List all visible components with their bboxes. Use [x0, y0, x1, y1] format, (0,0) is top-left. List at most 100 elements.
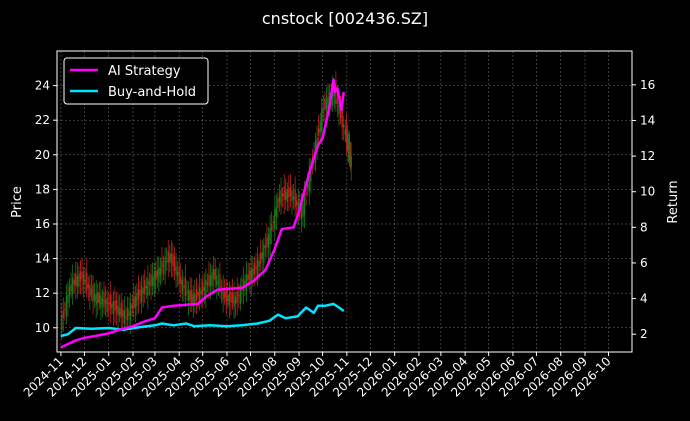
- price-candle-body: [234, 297, 237, 304]
- ai-strategy-line: [60, 78, 345, 349]
- price-candle-body: [151, 276, 154, 287]
- price-candle-body: [269, 227, 271, 245]
- price-candle-body: [101, 298, 104, 305]
- price-candle-body: [108, 302, 110, 305]
- price-candle-body: [97, 291, 99, 303]
- price-candle-body: [78, 274, 80, 287]
- price-candle-body: [212, 269, 215, 279]
- price-candle-body: [191, 289, 193, 305]
- price-candle-body: [194, 293, 196, 305]
- price-candle-body: [187, 289, 190, 302]
- price-candle-body: [250, 269, 252, 283]
- price-candle-body: [319, 120, 321, 133]
- price-candle-body: [333, 91, 336, 97]
- price-candle-body: [205, 279, 207, 297]
- price-candle-body: [259, 252, 262, 264]
- price-candle-body: [228, 293, 231, 306]
- price-candle-body: [294, 189, 296, 208]
- price-candle-body: [134, 295, 137, 309]
- price-candle-body: [125, 316, 127, 318]
- price-candle-body: [208, 274, 210, 286]
- price-candle-body: [292, 196, 295, 200]
- price-candle-body: [272, 221, 274, 223]
- plot-frame: [56, 50, 633, 353]
- price-candle-body: [123, 310, 126, 324]
- y-left-tick-label: 10: [35, 321, 50, 335]
- price-candle-body: [274, 208, 276, 229]
- price-candle-body: [241, 288, 243, 291]
- y-left-tick-label: 12: [35, 286, 50, 300]
- price-candle-body: [137, 288, 140, 300]
- price-candle-body: [244, 280, 246, 289]
- price-candle-body: [200, 290, 202, 295]
- price-candle-body: [233, 294, 235, 308]
- price-candle-body: [131, 304, 133, 308]
- price-candle-body: [202, 281, 204, 296]
- y-right-tick-label: 10: [640, 185, 655, 199]
- price-candle-body: [270, 224, 273, 231]
- price-candle-body: [306, 184, 309, 189]
- price-candle-body: [175, 266, 177, 275]
- price-candle-body: [115, 299, 118, 313]
- price-candle-body: [197, 291, 199, 297]
- price-candle-body: [332, 89, 334, 106]
- price-candle-body: [297, 201, 299, 215]
- price-candle-body: [339, 107, 342, 119]
- price-candle-body: [349, 153, 352, 159]
- price-candle-body: [203, 286, 205, 291]
- price-candle-body: [129, 303, 132, 321]
- price-candle-body: [92, 284, 94, 303]
- price-candle-body: [280, 190, 282, 206]
- price-candle-body: [303, 193, 306, 215]
- price-candle-body: [133, 297, 135, 308]
- price-candle-body: [158, 267, 160, 283]
- y-right-tick-label: 14: [640, 113, 655, 127]
- price-candle-body: [98, 292, 101, 304]
- price-candle-body: [296, 200, 298, 206]
- price-candle-body: [145, 286, 148, 289]
- y-axis-right-label: Return: [666, 180, 681, 223]
- price-candle-body: [159, 267, 162, 276]
- price-candle-body: [286, 189, 289, 202]
- price-candle-body: [217, 282, 220, 284]
- price-candle-body: [75, 273, 77, 286]
- price-candle-body: [82, 273, 85, 285]
- price-candle-body: [327, 96, 329, 109]
- y-right-tick-label: 2: [640, 327, 648, 341]
- price-candle-body: [64, 309, 66, 311]
- price-candle-body: [87, 284, 90, 288]
- price-series: [61, 71, 352, 340]
- price-candle-body: [277, 198, 279, 208]
- y-left-tick-label: 20: [35, 148, 50, 162]
- price-candle-body: [122, 309, 124, 317]
- y-right-tick-label: 12: [640, 149, 655, 163]
- price-candle-body: [238, 295, 240, 297]
- price-candle-body: [192, 294, 195, 307]
- price-candle-body: [184, 278, 187, 296]
- price-candle-body: [161, 260, 163, 274]
- price-candle-body: [186, 291, 188, 293]
- price-candle-body: [300, 201, 303, 220]
- price-candle-body: [173, 256, 176, 272]
- price-candle-body: [68, 286, 71, 296]
- price-candle-body: [252, 268, 254, 279]
- price-candle-body: [142, 288, 144, 294]
- price-candle-body: [62, 310, 64, 318]
- price-candle-body: [227, 295, 229, 302]
- price-candle-body: [106, 297, 108, 313]
- price-candle-body: [76, 276, 79, 287]
- price-candle-body: [336, 99, 339, 104]
- price-candle-body: [181, 279, 184, 293]
- y-axis-left-label: Price: [10, 186, 25, 218]
- return-series: [60, 78, 345, 349]
- price-candle-body: [90, 288, 93, 295]
- price-candle-body: [346, 132, 348, 146]
- price-candle-body: [136, 292, 138, 307]
- y-right-tick-label: 6: [640, 256, 648, 270]
- price-candle-body: [169, 252, 171, 262]
- price-candle-body: [258, 261, 260, 267]
- price-candle-body: [230, 291, 232, 303]
- price-candle-body: [89, 285, 91, 298]
- y-right-tick-label: 8: [640, 220, 648, 234]
- price-candle-body: [245, 274, 248, 291]
